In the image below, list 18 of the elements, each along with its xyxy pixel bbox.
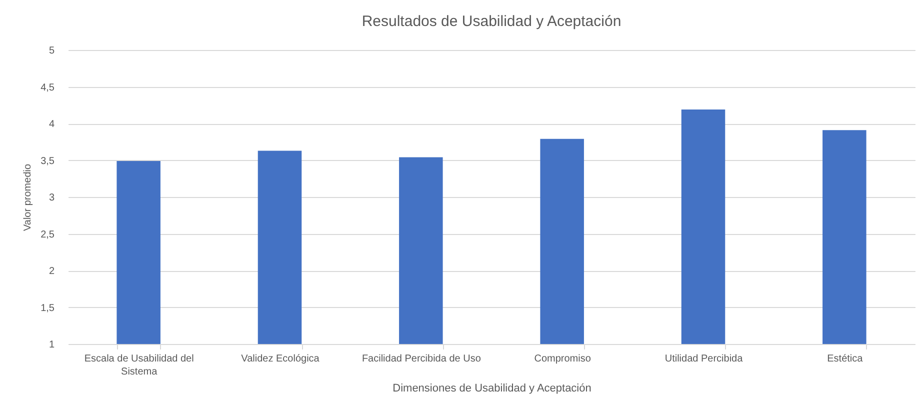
y-tick-label: 3 bbox=[48, 192, 55, 204]
y-tick-label: 5 bbox=[48, 46, 55, 56]
x-tick-label: Validez Ecológica bbox=[241, 354, 320, 364]
x-tick-label: Estética bbox=[827, 354, 864, 364]
y-tick-label: 3,5 bbox=[40, 156, 55, 167]
x-tick-label: Compromiso bbox=[534, 354, 592, 364]
x-axis-title: Dimensiones de Usabilidad y Aceptación bbox=[392, 382, 592, 394]
x-tick-label: Utilidad Percibida bbox=[664, 354, 744, 364]
y-tick-label: 2,5 bbox=[40, 229, 55, 240]
x-tick-label: Escala de Usabilidad del Sistema bbox=[84, 354, 194, 378]
y-tick-label: 1,5 bbox=[40, 302, 55, 314]
y-tick-label: 1 bbox=[48, 340, 55, 350]
x-tick-label: Facilidad Percibida de Uso bbox=[362, 354, 482, 364]
y-tick-label: 4,5 bbox=[40, 82, 55, 94]
chart-title: Resultados de Usabilidad y Aceptación bbox=[362, 13, 622, 30]
y-axis-title: Valor promedio bbox=[22, 164, 34, 232]
y-tick-label: 2 bbox=[48, 266, 55, 277]
y-tick-label: 4 bbox=[48, 119, 55, 130]
